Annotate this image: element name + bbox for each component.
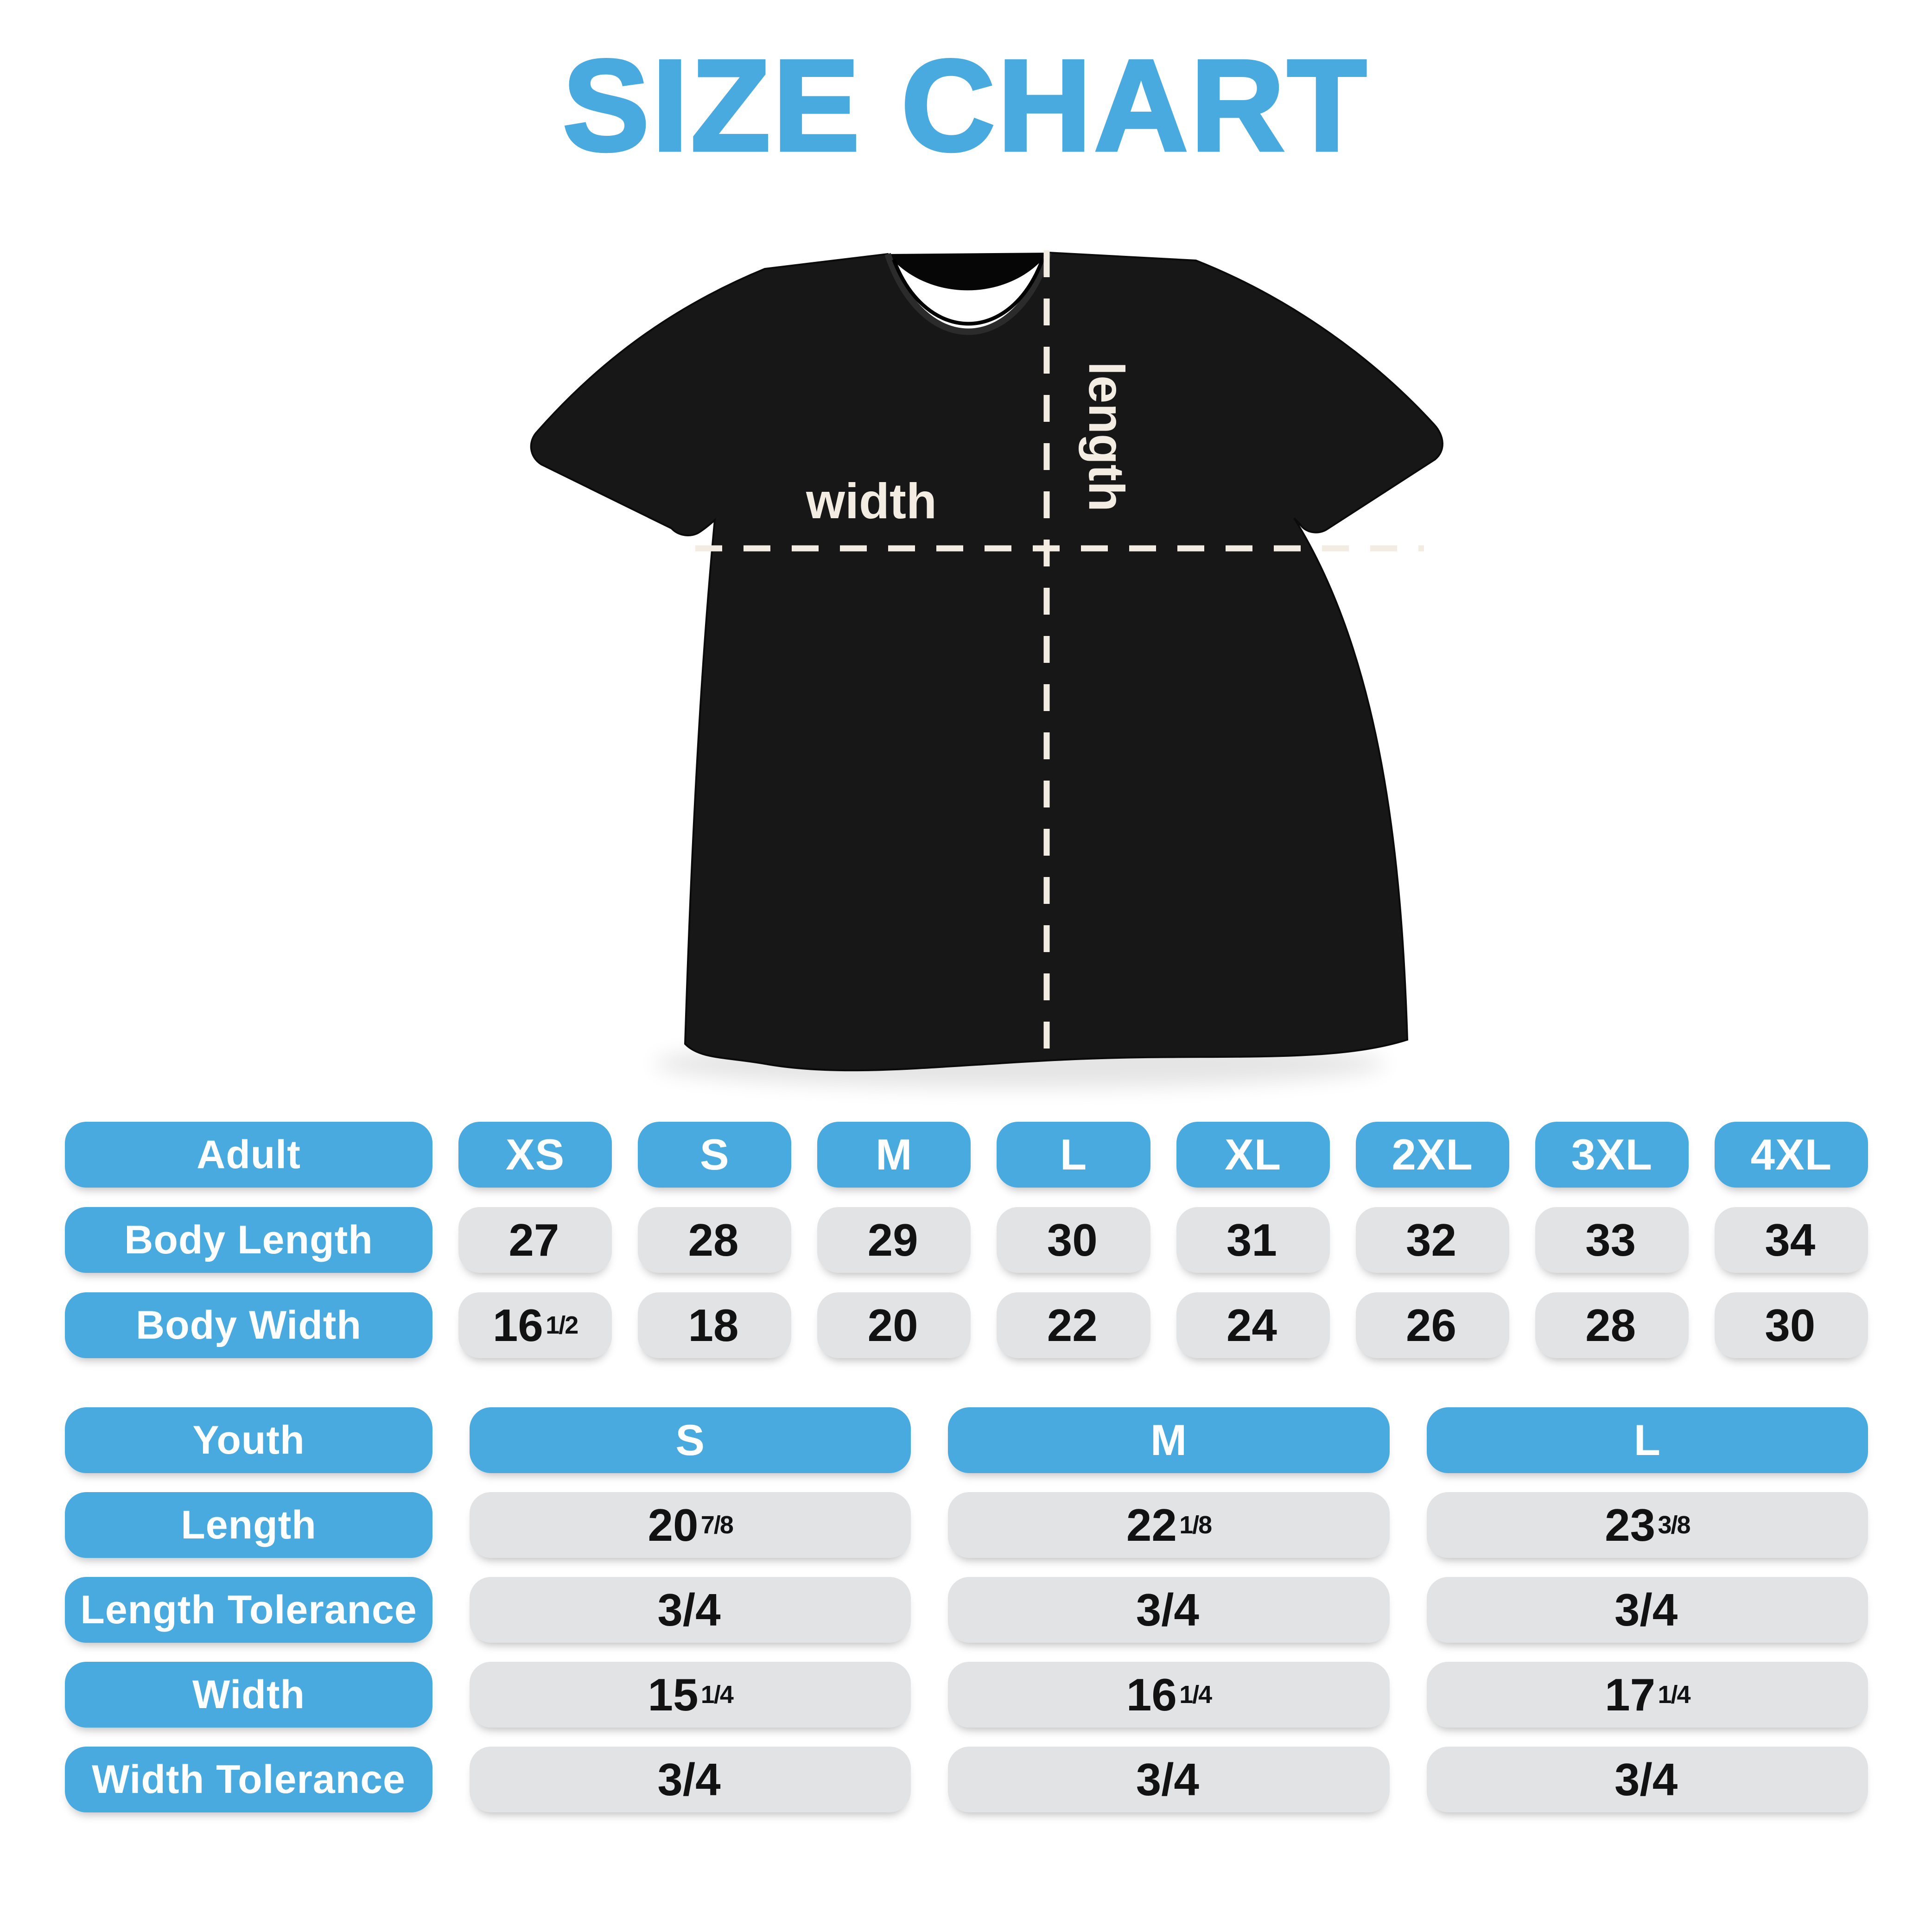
- body-width-l: 22: [997, 1292, 1150, 1358]
- body-width-3xl: 28: [1535, 1292, 1689, 1358]
- youth-length-s: 20 7/8: [470, 1492, 911, 1558]
- row-label-body-length: Body Length: [65, 1207, 432, 1273]
- body-length-xl: 31: [1176, 1207, 1330, 1273]
- youth-width-tolerance-m: 3/4: [948, 1747, 1390, 1812]
- body-length-3xl: 33: [1535, 1207, 1689, 1273]
- size-header-xl: XL: [1176, 1122, 1330, 1188]
- body-length-xs: 27: [458, 1207, 612, 1273]
- length-measure-label: length: [1079, 362, 1135, 512]
- adult-table-title: Adult: [65, 1122, 432, 1188]
- youth-length-l: 23 3/8: [1426, 1492, 1868, 1558]
- size-header-3xl: 3XL: [1535, 1122, 1689, 1188]
- row-label-width-tolerance: Width Tolerance: [65, 1747, 432, 1812]
- youth-size-header-m: M: [948, 1407, 1390, 1473]
- width-measure-label: width: [806, 473, 937, 529]
- youth-length-tolerance-s: 3/4: [470, 1577, 911, 1643]
- youth-length-tolerance-l: 3/4: [1426, 1577, 1868, 1643]
- collar-band: [884, 251, 1052, 335]
- body-length-2xl: 32: [1355, 1207, 1509, 1273]
- youth-size-table: Youth S M L Length 20 7/8 22 1/8 23 3/8 Len…: [65, 1407, 1868, 1812]
- body-width-m: 20: [817, 1292, 971, 1358]
- body-width-4xl: 30: [1714, 1292, 1868, 1358]
- body-width-s: 18: [638, 1292, 792, 1358]
- size-header-2xl: 2XL: [1355, 1122, 1509, 1188]
- collar-band-seam: [892, 257, 1045, 326]
- youth-length-tolerance-m: 3/4: [948, 1577, 1390, 1643]
- size-header-xs: XS: [458, 1122, 612, 1188]
- page-title: SIZE CHART: [561, 33, 1369, 178]
- body-length-m: 29: [817, 1207, 971, 1273]
- row-label-body-width: Body Width: [65, 1292, 432, 1358]
- collar-opening: [888, 253, 1049, 291]
- body-length-l: 30: [997, 1207, 1150, 1273]
- youth-size-header-s: S: [470, 1407, 911, 1473]
- youth-width-s: 15 1/4: [470, 1662, 911, 1728]
- body-width-2xl: 26: [1355, 1292, 1509, 1358]
- youth-width-tolerance-l: 3/4: [1426, 1747, 1868, 1812]
- youth-table-title: Youth: [65, 1407, 432, 1473]
- size-header-4xl: 4XL: [1714, 1122, 1868, 1188]
- body-width-xs: 16 1/2: [458, 1292, 612, 1358]
- youth-width-l: 17 1/4: [1426, 1662, 1868, 1728]
- youth-length-m: 22 1/8: [948, 1492, 1390, 1558]
- body-length-s: 28: [638, 1207, 792, 1273]
- body-length-4xl: 34: [1714, 1207, 1868, 1273]
- adult-size-table: Adult XS S M L XL 2XL 3XL 4XL Body Lengt…: [65, 1122, 1868, 1358]
- tshirt-graphic: width length: [530, 250, 1443, 1088]
- row-label-length: Length: [65, 1492, 432, 1558]
- row-label-width: Width: [65, 1662, 432, 1728]
- youth-width-tolerance-s: 3/4: [470, 1747, 911, 1812]
- row-label-length-tolerance: Length Tolerance: [65, 1577, 432, 1643]
- tshirt-diagram: width length: [487, 209, 1488, 1108]
- body-width-xl: 24: [1176, 1292, 1330, 1358]
- size-header-s: S: [638, 1122, 792, 1188]
- size-header-m: M: [817, 1122, 971, 1188]
- youth-size-header-l: L: [1426, 1407, 1868, 1473]
- size-header-l: L: [997, 1122, 1150, 1188]
- youth-width-m: 16 1/4: [948, 1662, 1390, 1728]
- tshirt-silhouette: [530, 251, 1443, 1072]
